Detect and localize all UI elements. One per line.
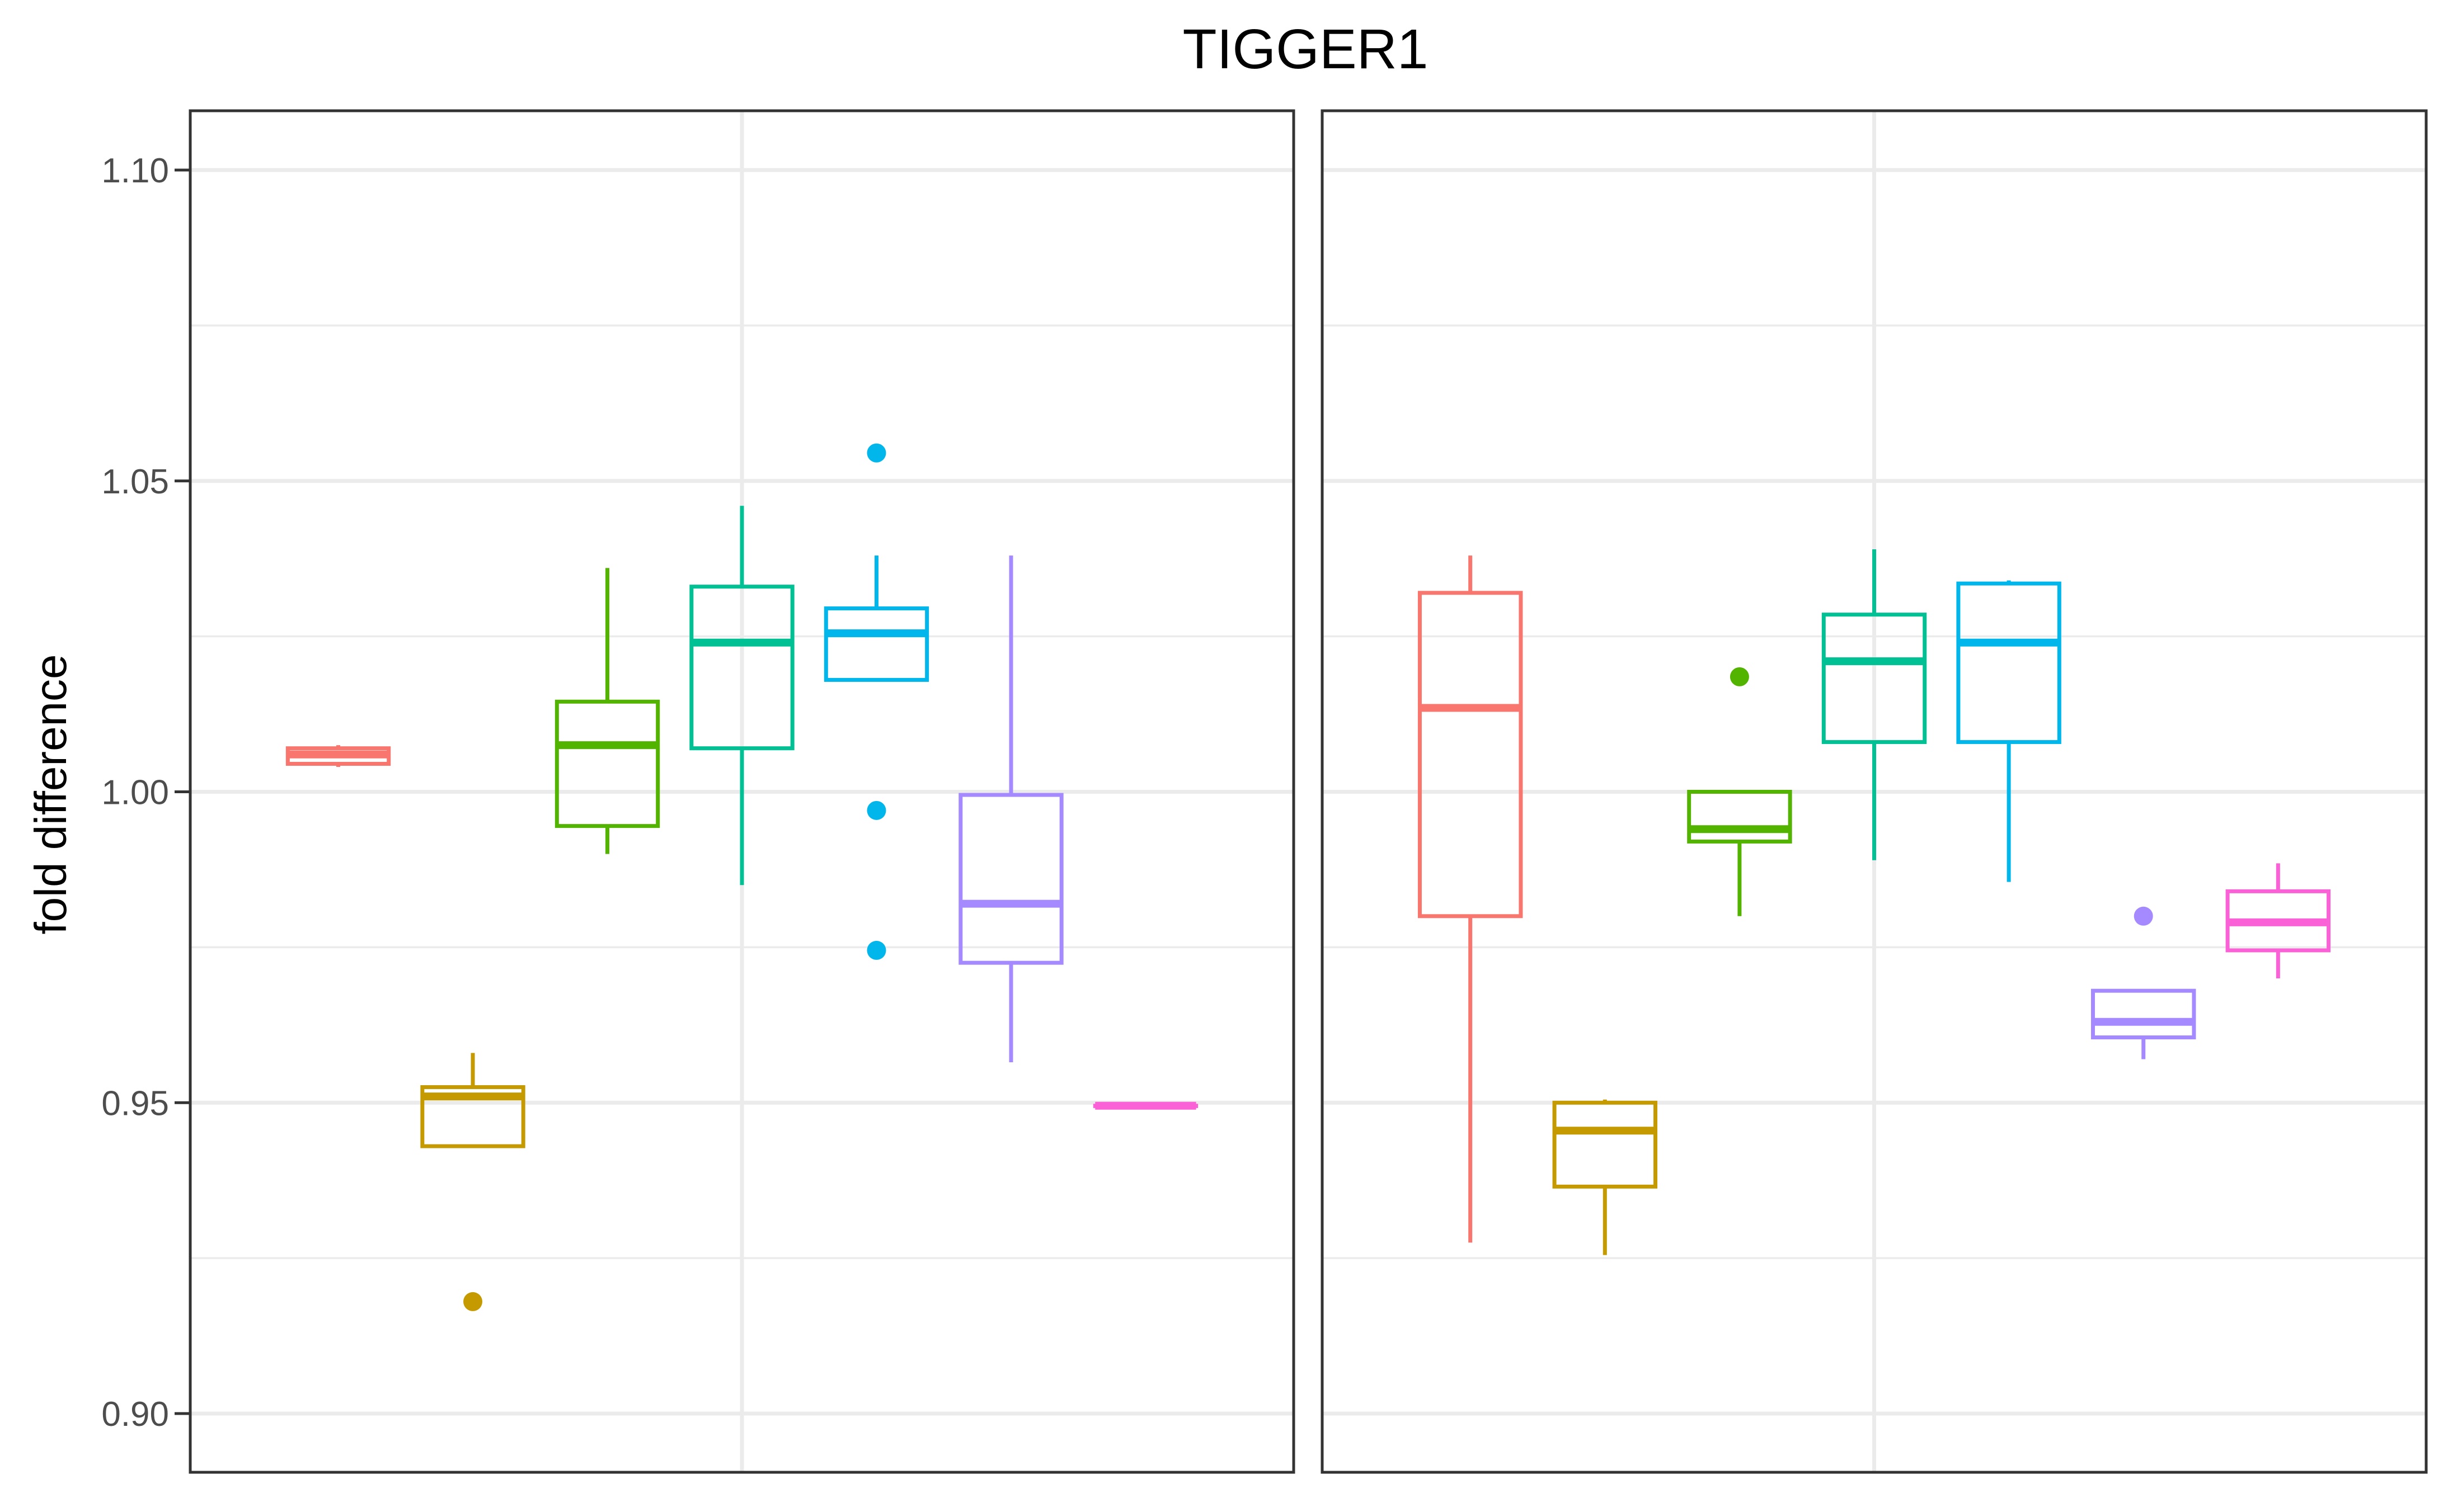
box-group xyxy=(1417,555,1523,1243)
outlier-point xyxy=(463,1292,483,1311)
panel-border xyxy=(1321,109,2428,1474)
y-axis-label: fold difference xyxy=(26,654,76,934)
box-iqr xyxy=(1417,591,1523,918)
panel-border xyxy=(189,109,1295,1474)
y-tick-label: 1.05 xyxy=(101,463,169,501)
outlier-point xyxy=(1730,667,1749,686)
y-tick-label: 0.95 xyxy=(101,1084,169,1123)
box-group xyxy=(1552,1099,1658,1255)
box-group xyxy=(1687,667,1792,916)
box-iqr xyxy=(1956,581,2061,745)
box-iqr xyxy=(689,585,795,751)
y-tick-label: 0.90 xyxy=(101,1395,169,1434)
box-iqr xyxy=(555,699,660,828)
box-group xyxy=(1821,549,1927,860)
box-group xyxy=(689,506,795,885)
box-group xyxy=(2225,863,2331,978)
box-group xyxy=(824,443,929,960)
outlier-point xyxy=(2134,906,2153,926)
outlier-point xyxy=(867,800,886,820)
box-iqr xyxy=(958,793,1064,965)
box-group xyxy=(1956,580,2061,882)
facet-panel xyxy=(1321,109,2428,1474)
box-iqr xyxy=(420,1085,525,1148)
box-group xyxy=(958,555,1064,1063)
outlier-point xyxy=(867,443,886,463)
y-tick-labels: 0.90 0.95 1.00 1.05 1.10 xyxy=(101,152,190,1434)
box-group xyxy=(555,568,660,854)
facet-panels xyxy=(189,109,2428,1474)
box-iqr xyxy=(824,606,929,682)
box-iqr xyxy=(1821,613,1927,745)
box-group xyxy=(2090,906,2196,1059)
box-iqr xyxy=(1552,1100,1658,1189)
box-group xyxy=(420,1053,525,1311)
y-tick-label: 1.00 xyxy=(101,774,169,812)
chart-title: TIGGER1 xyxy=(1183,18,1429,81)
box-iqr xyxy=(2090,988,2196,1040)
box-group xyxy=(285,745,391,767)
facet-panel xyxy=(189,109,1295,1474)
box-iqr xyxy=(1687,790,1792,844)
outlier-point xyxy=(867,940,886,960)
y-tick-label: 1.10 xyxy=(101,152,169,190)
